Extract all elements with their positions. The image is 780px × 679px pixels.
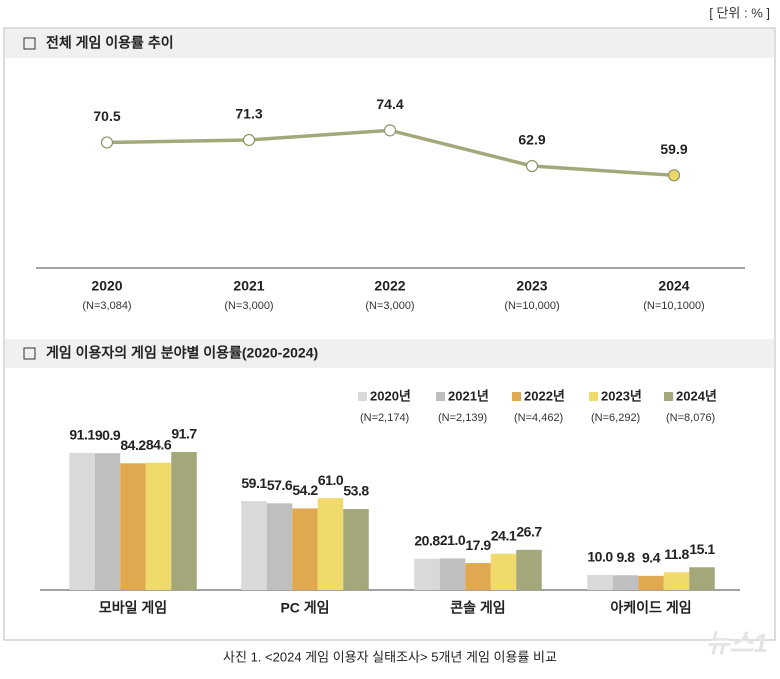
data-label: 57.6 (267, 477, 293, 493)
unit-label: [ 단위 : % ] (709, 5, 770, 20)
caption: 사진 1. <2024 게임 이용자 실태조사> 5개년 게임 이용률 비교 (223, 649, 557, 664)
sample-size: (N=10,000) (504, 300, 559, 312)
legend-sample-size: (N=2,174) (360, 412, 409, 424)
legend-label: 2022년 (524, 388, 565, 403)
bar (638, 575, 664, 590)
legend-sample-size: (N=4,462) (514, 412, 563, 424)
sample-size: (N=3,000) (224, 300, 273, 312)
x-tick-label: 2024 (658, 278, 689, 294)
bar (241, 501, 267, 590)
checkbox-icon (23, 37, 36, 50)
point (242, 133, 256, 147)
bar (120, 463, 146, 590)
data-label: 91.7 (171, 426, 197, 442)
sample-size: (N=3,084) (82, 300, 131, 312)
legend-sample-size: (N=2,139) (438, 412, 487, 424)
bar (292, 508, 318, 590)
bar (343, 509, 369, 590)
data-label: 10.0 (587, 549, 613, 565)
point (525, 159, 539, 173)
line (106, 128, 675, 178)
data-label: 11.8 (664, 546, 689, 562)
x-tick-label: 아케이드 게임 (610, 600, 691, 616)
bar (587, 574, 613, 590)
data-label: 20.8 (414, 532, 440, 548)
data-label: 26.7 (516, 524, 542, 540)
watermark: 뉴스1 (706, 628, 768, 658)
section-header (5, 29, 774, 58)
bar (612, 575, 639, 590)
data-label: 54.2 (292, 482, 318, 498)
data-label: 59.9 (660, 141, 687, 157)
point (100, 136, 114, 149)
x-tick-label: 콘솔 게임 (450, 600, 505, 616)
data-label: 9.8 (617, 549, 636, 565)
bar (516, 549, 542, 590)
data-label: 71.3 (235, 106, 262, 122)
legend-label: 2024년 (676, 388, 717, 403)
bar (317, 498, 344, 590)
bar (663, 572, 690, 590)
legend-swatch (589, 392, 598, 401)
point (383, 124, 397, 137)
sample-size: (N=3,000) (365, 300, 414, 312)
data-label: 21.0 (440, 532, 466, 548)
bar (94, 453, 121, 590)
data-label: 24.1 (491, 527, 517, 543)
data-label: 9.4 (642, 550, 661, 566)
bar (414, 558, 440, 590)
data-label: 70.5 (93, 108, 120, 124)
data-label: 53.8 (343, 483, 369, 499)
legend-swatch (436, 392, 445, 401)
bar (145, 462, 172, 590)
legend-swatch (664, 392, 673, 401)
bar (69, 452, 95, 590)
legend-swatch (512, 392, 521, 401)
point (667, 169, 681, 182)
data-label: 84.6 (146, 436, 172, 452)
section-header (5, 339, 774, 368)
x-tick-label: 2021 (233, 278, 264, 294)
frame (3, 27, 776, 641)
legend-sample-size: (N=8,076) (666, 412, 715, 424)
data-label: 62.9 (518, 132, 545, 148)
section-title: 게임 이용자의 게임 분야별 이용률(2020-2024) (46, 345, 318, 361)
x-tick-label: PC 게임 (280, 600, 329, 616)
data-label: 17.9 (465, 537, 491, 553)
checkbox-icon (23, 347, 36, 360)
bar (439, 558, 466, 590)
legend-swatch (358, 392, 367, 401)
legend-label: 2023년 (601, 388, 642, 403)
bar (171, 451, 197, 590)
legend-label: 2021년 (448, 388, 489, 403)
x-tick-label: 2022 (374, 278, 405, 294)
data-label: 15.1 (689, 541, 715, 557)
data-label: 91.1 (69, 427, 95, 443)
data-label: 84.2 (120, 437, 146, 453)
data-label: 59.1 (241, 475, 267, 491)
section-title: 전체 게임 이용률 추이 (46, 35, 174, 51)
sample-size: (N=10,1000) (643, 300, 704, 312)
bar (490, 553, 517, 590)
legend-label: 2020년 (370, 388, 411, 403)
bar (689, 567, 715, 590)
x-tick-label: 모바일 게임 (99, 600, 167, 616)
data-label: 90.9 (95, 427, 121, 443)
x-tick-label: 2020 (91, 278, 122, 294)
legend-sample-size: (N=6,292) (591, 412, 640, 424)
data-label: 61.0 (318, 472, 344, 488)
bar (266, 503, 293, 590)
data-label: 74.4 (376, 96, 403, 112)
bar (465, 563, 491, 590)
x-tick-label: 2023 (516, 278, 547, 294)
